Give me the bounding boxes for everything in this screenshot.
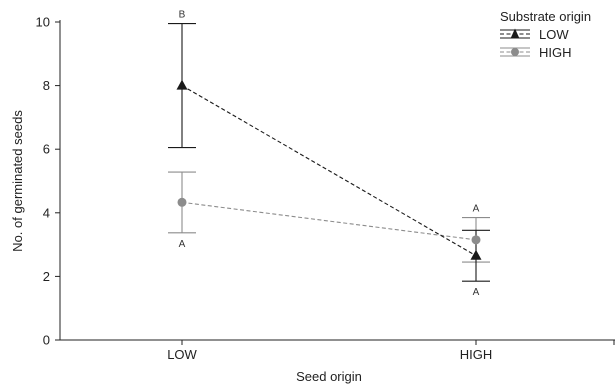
legend-marker-circle <box>511 48 519 56</box>
series-line-high <box>181 201 477 241</box>
data-point-triangle <box>176 79 188 90</box>
x-ticks: LOW HIGH <box>167 340 615 362</box>
y-tick-label: 4 <box>43 205 50 220</box>
data-point-circle <box>471 235 481 245</box>
y-ticks: 0 2 4 6 8 10 <box>36 15 60 348</box>
y-tick-label: 10 <box>36 15 50 30</box>
x-tick-label: LOW <box>167 347 197 362</box>
significance-label: B <box>179 10 186 21</box>
legend-label: LOW <box>539 27 569 42</box>
significance-label: A <box>473 204 480 215</box>
legend-marker-triangle <box>510 28 520 39</box>
significance-label: A <box>473 287 480 298</box>
series-line-low <box>181 85 477 257</box>
legend: Substrate origin LOW HIGH <box>500 9 591 60</box>
legend-item-low: LOW <box>500 27 569 42</box>
data-point-circle <box>177 197 187 207</box>
legend-title: Substrate origin <box>500 9 591 24</box>
significance-label: A <box>179 239 186 250</box>
legend-item-high: HIGH <box>500 45 572 60</box>
x-axis-title: Seed origin <box>296 369 362 384</box>
x-tick-label: HIGH <box>460 347 493 362</box>
y-tick-label: 0 <box>43 333 50 348</box>
y-tick-label: 6 <box>43 142 50 157</box>
data-point-triangle <box>470 249 482 260</box>
plot-area: B A A A <box>168 10 490 298</box>
axes <box>59 20 615 341</box>
y-tick-label: 2 <box>43 269 50 284</box>
y-axis-title: No. of germinated seeds <box>10 110 25 252</box>
y-tick-label: 8 <box>43 78 50 93</box>
legend-label: HIGH <box>539 45 572 60</box>
